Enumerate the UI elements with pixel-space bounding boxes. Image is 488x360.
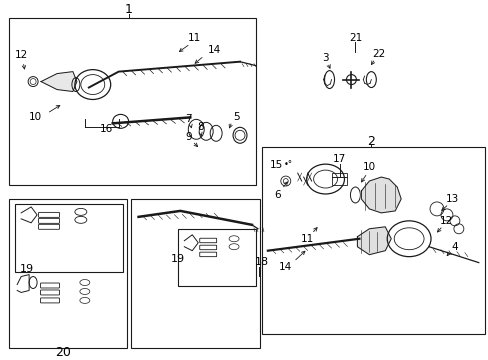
Polygon shape (41, 72, 77, 91)
Text: 7: 7 (184, 114, 191, 124)
Text: 10: 10 (362, 162, 375, 172)
Text: 14: 14 (279, 262, 292, 271)
Text: 15: 15 (269, 160, 283, 170)
Text: 11: 11 (301, 234, 314, 244)
Text: 12: 12 (439, 216, 453, 226)
Bar (15, 204, 122, 271)
Text: 9: 9 (184, 132, 191, 142)
Bar (262, 147, 484, 334)
Text: 19: 19 (171, 254, 185, 264)
Text: •°: •° (283, 159, 292, 168)
Polygon shape (361, 177, 400, 213)
Text: 13: 13 (446, 194, 459, 204)
Text: 5: 5 (232, 112, 239, 122)
Text: 20: 20 (55, 346, 71, 359)
Text: 19: 19 (20, 264, 34, 274)
Text: 1: 1 (124, 4, 132, 17)
Text: 12: 12 (15, 50, 28, 60)
Text: 21: 21 (348, 33, 361, 43)
Text: 2: 2 (366, 135, 374, 148)
Text: 3: 3 (322, 53, 328, 63)
Text: 22: 22 (372, 49, 385, 59)
Bar (178, 229, 255, 287)
Polygon shape (357, 227, 390, 255)
Bar (9, 18, 255, 185)
Text: 11: 11 (187, 33, 201, 43)
Text: 8: 8 (197, 122, 203, 132)
Text: 17: 17 (332, 154, 346, 164)
Text: 10: 10 (28, 112, 41, 122)
Bar (130, 199, 260, 348)
Text: 14: 14 (207, 45, 221, 55)
Text: 16: 16 (100, 124, 113, 134)
Text: 18: 18 (254, 257, 268, 267)
Text: 6: 6 (274, 190, 281, 200)
Bar (9, 199, 126, 348)
Text: 4: 4 (450, 242, 457, 252)
Bar (331, 173, 347, 185)
